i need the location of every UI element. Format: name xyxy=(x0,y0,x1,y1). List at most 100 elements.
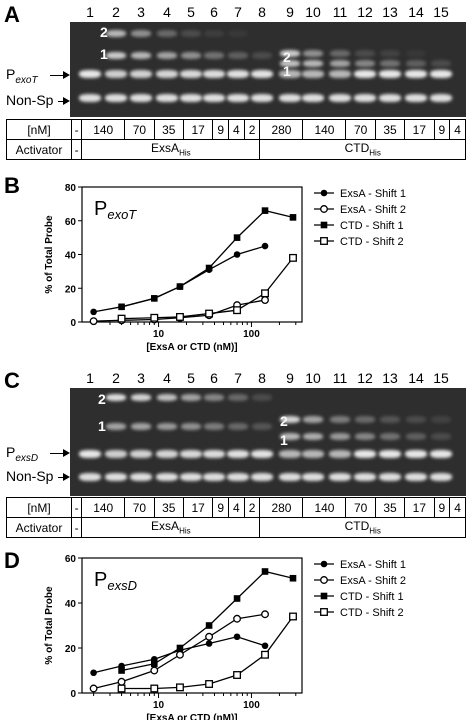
data-point xyxy=(89,684,98,693)
data-point xyxy=(261,289,269,298)
x-tick-label: 10 xyxy=(153,700,165,711)
y-tick-label: 40 xyxy=(65,251,77,262)
lane-numbers-a: 1 2 3 4 5 6 7 8 9 10 11 12 13 14 15 xyxy=(0,4,474,22)
shift-label-2-left: 2 xyxy=(98,391,106,407)
gel-band xyxy=(156,450,178,458)
data-point xyxy=(261,610,269,619)
gel-band xyxy=(252,394,272,401)
y-tick-label: 0 xyxy=(70,318,76,329)
gel-band xyxy=(329,450,351,458)
lane-number: 6 xyxy=(210,4,218,20)
gel-band xyxy=(203,450,225,458)
gel-band xyxy=(106,423,126,430)
conc-cell: 140 xyxy=(81,119,126,140)
gel-band xyxy=(280,416,300,423)
gel-band xyxy=(130,473,152,481)
legend-marker xyxy=(320,608,328,616)
lane-number: 13 xyxy=(382,370,398,386)
conc-cell: 35 xyxy=(153,119,184,140)
gel-band xyxy=(430,70,452,78)
conc-cell: 35 xyxy=(153,497,184,518)
legend-label: ExsA - Shift 1 xyxy=(340,188,406,200)
gel-band xyxy=(79,94,101,102)
condition-table-a: [nM] -140 70 35 17 9 4 2 280 140 70 35 17 9 4 Activator… xyxy=(6,119,466,160)
chart-title: PexoT xyxy=(94,198,137,222)
conc-cell: 70 xyxy=(124,119,155,140)
gel-band xyxy=(79,473,101,481)
gel-band xyxy=(406,416,426,423)
legend-label: CTD - Shift 1 xyxy=(340,220,404,232)
gel-band xyxy=(279,94,301,102)
lane-number: 9 xyxy=(286,4,294,20)
lane-number: 1 xyxy=(86,4,94,20)
gel-band xyxy=(181,394,201,401)
conc-cell: 140 xyxy=(302,119,347,140)
gel-band xyxy=(303,60,323,67)
x-tick-label: 10 xyxy=(153,329,165,340)
conc-cell: - xyxy=(70,119,83,140)
gel-band xyxy=(180,94,202,102)
data-point xyxy=(205,622,213,629)
gel-band xyxy=(279,450,301,458)
legend-label: CTD - Shift 2 xyxy=(340,607,404,619)
gel-band xyxy=(252,423,272,430)
x-axis-label: [ExsA or CTD (nM)] xyxy=(146,713,237,720)
conc-cell: 17 xyxy=(404,497,435,518)
gel-band xyxy=(227,70,249,78)
gel-band xyxy=(355,433,375,440)
data-point xyxy=(205,309,214,318)
conc-cell: 17 xyxy=(404,119,435,140)
data-point xyxy=(233,234,241,241)
data-point xyxy=(261,568,269,575)
gel-band xyxy=(280,50,300,57)
conc-cell: 35 xyxy=(374,497,406,518)
legend-label: ExsA - Shift 2 xyxy=(340,575,406,587)
gel-band xyxy=(105,70,127,78)
gel-band xyxy=(105,450,127,458)
lane-number: 15 xyxy=(433,4,449,20)
gel-band xyxy=(405,94,427,102)
conc-cell: 4 xyxy=(228,119,245,140)
gel-band xyxy=(252,52,272,59)
panel-letter-b: B xyxy=(4,173,20,198)
data-point xyxy=(233,306,242,315)
data-point xyxy=(205,680,214,688)
data-point xyxy=(176,312,184,321)
gel-band xyxy=(405,473,427,481)
activator-exsA: ExsAHis xyxy=(81,517,261,538)
conc-cell: 140 xyxy=(302,497,347,518)
gel-band xyxy=(79,70,101,78)
legend-label: ExsA - Shift 1 xyxy=(340,559,406,571)
gel-band xyxy=(131,394,151,401)
conc-cell: 4 xyxy=(449,119,466,140)
gel-band xyxy=(181,423,201,430)
promoter-label-exoT: PexoT xyxy=(6,66,38,86)
gel-band xyxy=(131,423,151,430)
gel-band xyxy=(430,94,452,102)
gel-band xyxy=(130,70,152,78)
gel-band xyxy=(130,450,152,458)
data-point xyxy=(233,251,241,258)
gel-band xyxy=(156,70,178,78)
lane-number: 7 xyxy=(234,370,242,386)
gel-band xyxy=(204,423,224,430)
lane-number: 6 xyxy=(210,370,218,386)
lane-number: 9 xyxy=(286,370,294,386)
lane-number: 8 xyxy=(258,370,266,386)
y-tick-label: 80 xyxy=(65,183,77,194)
gel-band xyxy=(355,60,375,67)
data-point xyxy=(233,671,242,679)
promoter-label-exsD: PexsD xyxy=(6,444,39,464)
gel-band xyxy=(354,94,376,102)
gel-band xyxy=(302,473,324,481)
shift-label-2-right: 2 xyxy=(283,49,291,65)
lane-number: 12 xyxy=(357,4,373,20)
activator-header: Activator xyxy=(6,139,72,160)
data-point xyxy=(150,313,159,322)
activator-exsA: ExsAHis xyxy=(81,139,261,160)
conc-cell: 280 xyxy=(259,119,304,140)
legend-marker xyxy=(320,189,328,197)
gel-band xyxy=(106,30,126,37)
data-point xyxy=(117,314,126,323)
data-point xyxy=(289,612,297,621)
